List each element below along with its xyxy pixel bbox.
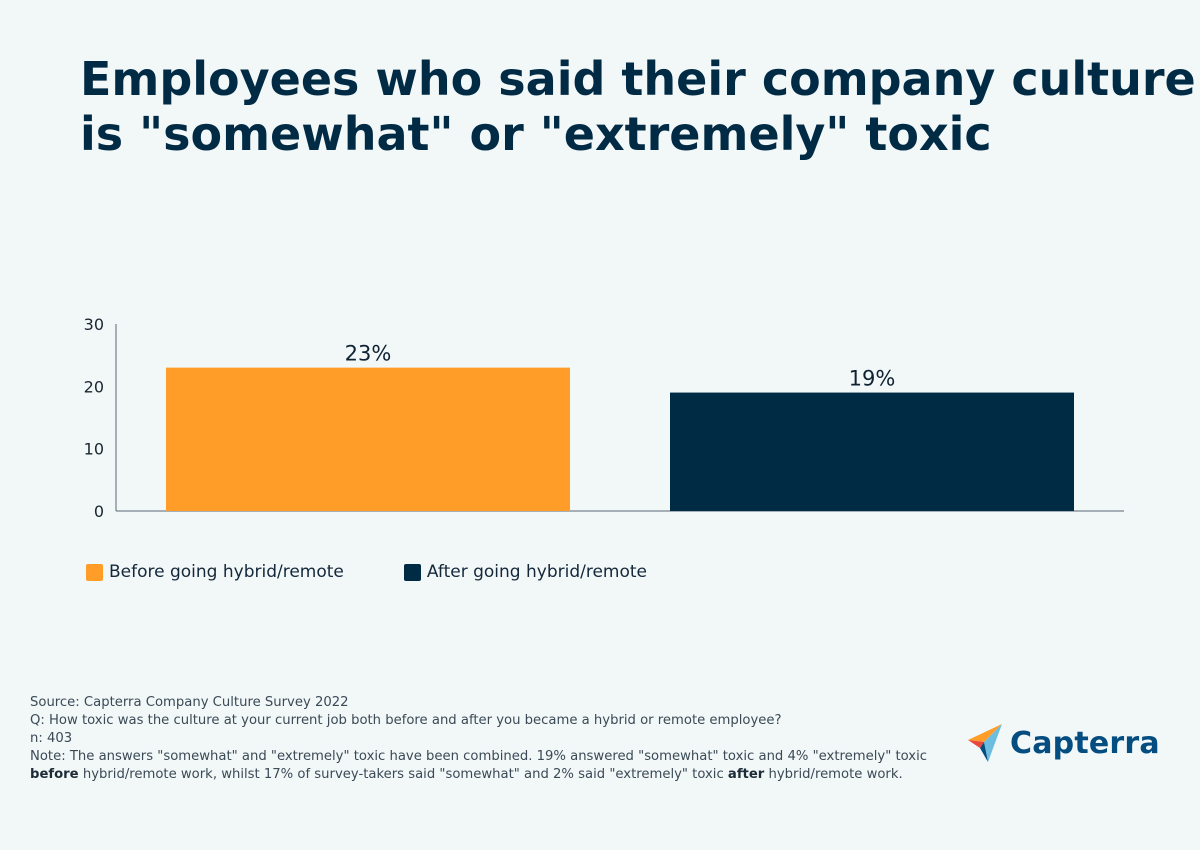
- note-bold-before: before: [30, 767, 79, 782]
- chart-title-line-1: Employees who said their company culture: [80, 52, 1196, 106]
- chart-title-line-2: is "somewhat" or "extremely" toxic: [80, 107, 992, 161]
- capterra-logo-text: Capterra: [1010, 725, 1160, 761]
- legend: Before going hybrid/remote After going h…: [86, 562, 647, 582]
- footer-notes: Source: Capterra Company Culture Survey …: [30, 694, 930, 784]
- legend-label-before: Before going hybrid/remote: [109, 562, 344, 582]
- legend-label-after: After going hybrid/remote: [426, 562, 648, 582]
- note-text: Note: The answers "somewhat" and "extrem…: [30, 748, 930, 784]
- note-part-1: Note: The answers "somewhat" and "extrem…: [30, 749, 932, 764]
- y-tick-label-30: 30: [84, 315, 104, 334]
- question-text: Q: How toxic was the culture at your cur…: [30, 713, 782, 728]
- note-bold-after: after: [727, 767, 765, 782]
- source-text: Source: Capterra Company Culture Survey …: [30, 695, 349, 710]
- note-part-2: hybrid/remote work, whilst 17% of survey…: [78, 767, 728, 782]
- legend-swatch-before: [86, 563, 103, 581]
- sample-size-text: n: 403: [30, 731, 73, 746]
- y-tick-label-20: 20: [84, 377, 104, 396]
- y-tick-label-10: 10: [84, 440, 104, 459]
- capterra-logo: Capterra: [966, 722, 1160, 764]
- legend-item-before: Before going hybrid/remote: [86, 562, 344, 582]
- note-part-3: hybrid/remote work.: [764, 767, 903, 782]
- legend-item-after: After going hybrid/remote: [403, 562, 648, 582]
- bar-after: [670, 392, 1074, 511]
- y-tick-label-0: 0: [94, 502, 104, 521]
- bar-before: [166, 367, 570, 511]
- data-label-after: 19%: [849, 367, 896, 391]
- capterra-logo-icon: [968, 724, 1002, 762]
- data-label-before: 23%: [345, 342, 392, 366]
- chart-title: Employees who said their company culture…: [80, 52, 1196, 162]
- legend-swatch-after: [403, 563, 421, 581]
